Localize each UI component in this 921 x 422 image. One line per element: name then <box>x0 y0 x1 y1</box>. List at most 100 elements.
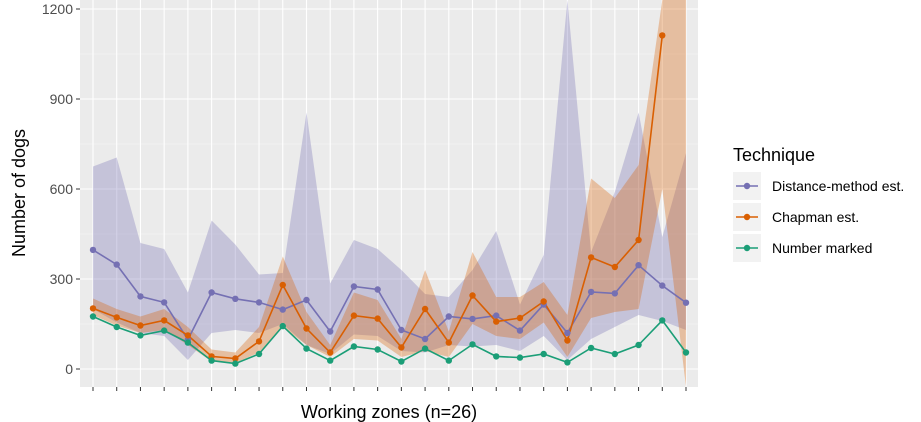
data-point <box>469 315 476 323</box>
data-point <box>493 318 500 325</box>
legend-key-point <box>743 182 751 190</box>
ribbon-1 <box>93 0 686 387</box>
data-point <box>232 360 239 367</box>
data-point <box>113 323 120 331</box>
y-tick-label: 1200 <box>42 1 73 17</box>
data-point <box>89 305 97 312</box>
data-point <box>279 306 286 313</box>
data-point <box>445 313 452 320</box>
data-point <box>516 327 524 334</box>
data-point <box>564 359 571 366</box>
data-point <box>255 338 263 345</box>
grid-major <box>80 0 698 387</box>
data-point <box>350 312 358 319</box>
data-point <box>279 281 286 289</box>
data-point <box>682 299 690 306</box>
data-point <box>255 350 263 358</box>
data-point <box>540 350 547 358</box>
data-point <box>587 288 595 296</box>
data-point <box>611 290 619 297</box>
legend-label: Distance-method est. <box>772 178 904 194</box>
data-point <box>303 345 310 352</box>
data-point <box>303 325 310 332</box>
data-point <box>421 345 429 352</box>
series-points <box>89 32 690 367</box>
data-point <box>350 283 358 290</box>
y-tick-label: 900 <box>50 91 74 107</box>
data-point <box>635 236 642 244</box>
legend-label: Number marked <box>772 240 872 256</box>
data-point <box>374 286 381 293</box>
data-point <box>208 289 215 296</box>
data-point <box>469 292 476 299</box>
data-point <box>516 354 524 361</box>
x-axis-title: Working zones (n=26) <box>301 402 477 422</box>
data-point <box>113 314 120 321</box>
data-point <box>232 295 239 302</box>
data-point <box>564 337 571 344</box>
data-point <box>160 317 168 324</box>
plot-panel <box>80 0 698 387</box>
legend-key-point <box>743 244 751 252</box>
data-point <box>682 349 690 356</box>
data-point <box>516 314 524 322</box>
ribbon-0 <box>93 0 686 360</box>
y-tick-label: 600 <box>50 181 74 197</box>
data-point <box>184 339 192 346</box>
series-line-2 <box>92 315 687 365</box>
data-point <box>374 346 381 353</box>
y-axis: 0 300 600 900 1200 <box>42 1 80 377</box>
data-point <box>327 328 334 335</box>
data-point <box>611 263 619 271</box>
legend: Technique Distance-method est. Chapman es… <box>733 145 904 262</box>
data-point <box>137 322 144 329</box>
data-point <box>137 332 144 339</box>
data-point <box>635 341 642 349</box>
y-tick-label: 300 <box>50 271 74 287</box>
y-tick-label: 0 <box>65 361 73 377</box>
data-point <box>540 298 547 305</box>
data-point <box>89 246 97 254</box>
data-point <box>184 332 192 339</box>
y-axis-title: Number of dogs <box>9 129 29 257</box>
data-point <box>421 305 429 313</box>
data-point <box>303 296 310 304</box>
data-point <box>350 343 358 350</box>
data-point <box>279 322 286 330</box>
confidence-ribbons <box>93 0 686 387</box>
data-point <box>398 358 405 365</box>
grid-minor <box>80 53 698 325</box>
data-point <box>611 350 619 358</box>
data-point <box>587 344 595 352</box>
data-point <box>445 339 452 346</box>
data-point <box>493 312 500 319</box>
data-point <box>469 341 476 348</box>
data-point <box>327 357 334 364</box>
data-point <box>564 329 571 337</box>
data-point <box>160 299 168 306</box>
data-point <box>255 299 263 306</box>
data-point <box>493 353 500 360</box>
data-point <box>208 357 215 364</box>
data-point <box>445 357 452 364</box>
data-point <box>398 326 405 334</box>
legend-title: Technique <box>733 145 815 165</box>
data-point <box>89 313 97 320</box>
data-point <box>659 32 666 39</box>
data-point <box>659 282 666 289</box>
data-point <box>327 349 334 356</box>
legend-label: Chapman est. <box>772 209 859 225</box>
data-point <box>398 344 405 351</box>
data-point <box>421 335 429 343</box>
data-point <box>232 355 239 362</box>
data-point <box>374 315 381 322</box>
data-point <box>137 293 144 300</box>
x-axis <box>92 387 687 391</box>
data-point <box>160 327 168 334</box>
data-point <box>635 262 642 269</box>
data-point <box>113 261 120 268</box>
data-point <box>587 254 595 261</box>
legend-key-point <box>743 213 751 221</box>
data-point <box>659 317 666 324</box>
